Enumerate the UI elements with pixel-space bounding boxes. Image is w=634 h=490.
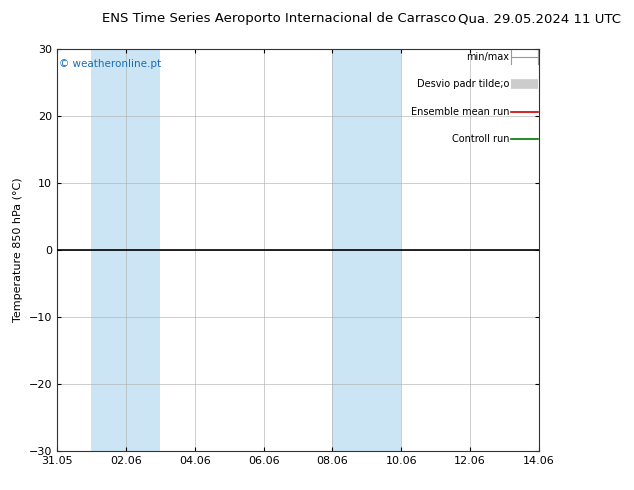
Text: ENS Time Series Aeroporto Internacional de Carrasco: ENS Time Series Aeroporto Internacional … xyxy=(102,12,456,25)
Y-axis label: Temperature 850 hPa (°C): Temperature 850 hPa (°C) xyxy=(13,177,23,322)
Text: Desvio padr tilde;o: Desvio padr tilde;o xyxy=(417,79,509,89)
Text: min/max: min/max xyxy=(466,52,509,62)
Text: © weatheronline.pt: © weatheronline.pt xyxy=(60,59,162,69)
Text: Ensemble mean run: Ensemble mean run xyxy=(411,107,509,117)
Text: Controll run: Controll run xyxy=(451,134,509,144)
Bar xyxy=(332,49,401,451)
Bar xyxy=(91,49,160,451)
Text: Qua. 29.05.2024 11 UTC: Qua. 29.05.2024 11 UTC xyxy=(458,12,621,25)
